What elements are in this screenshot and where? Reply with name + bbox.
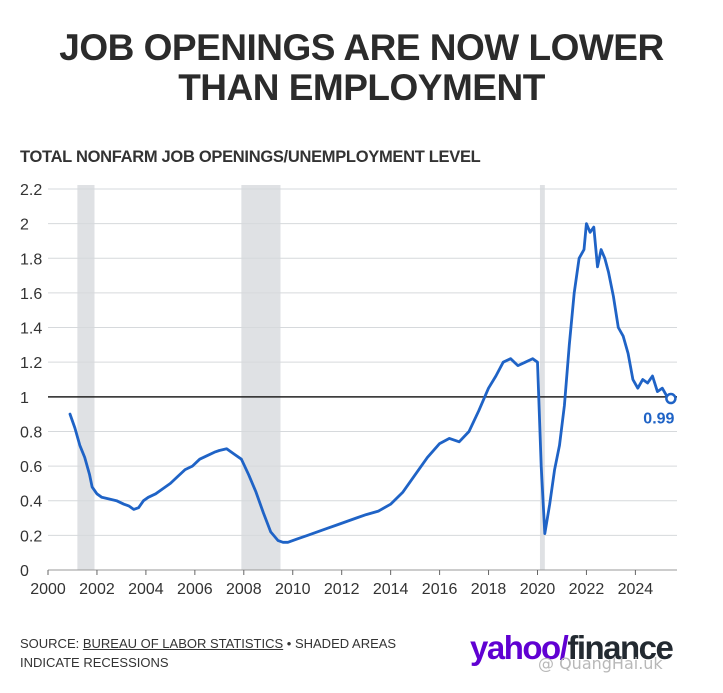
x-tick-label: 2004: [128, 581, 164, 598]
source-line-2: INDICATE RECESSIONS: [20, 655, 169, 670]
chart-subtitle: TOTAL NONFARM JOB OPENINGS/UNEMPLOYMENT …: [20, 148, 481, 166]
source-link[interactable]: BUREAU OF LABOR STATISTICS: [82, 636, 284, 651]
logo-yahoo: yahoo/: [470, 629, 569, 666]
title-line-2: THAN EMPLOYMENT: [178, 67, 545, 108]
y-tick-label: 0.8: [20, 424, 42, 441]
x-tick-label: 2024: [618, 581, 654, 598]
y-tick-label: 0: [20, 563, 29, 580]
x-tick-label: 2020: [520, 581, 556, 598]
y-tick-label: 2: [20, 217, 29, 234]
watermark: @ QuangHai.uk: [538, 654, 663, 673]
y-tick-label: 1: [20, 390, 29, 407]
y-tick-label: 0.4: [20, 494, 42, 511]
yahoo-finance-logo: yahoo/finance: [470, 628, 674, 668]
logo-finance: finance: [567, 629, 674, 666]
y-tick-label: 1.8: [20, 251, 42, 268]
end-point-marker: [665, 392, 677, 405]
y-tick-label: 0.6: [20, 459, 42, 476]
source-note: SOURCE: BUREAU OF LABOR STATISTICS • SHA…: [20, 634, 396, 672]
recession-band: [241, 185, 281, 570]
y-tick-label: 1.4: [20, 321, 42, 338]
x-tick-label: 2014: [373, 581, 409, 598]
x-tick-label: 2008: [226, 581, 262, 598]
x-tick-label: 2018: [471, 581, 507, 598]
y-tick-label: 1.2: [20, 355, 42, 372]
y-tick-label: 0.2: [20, 528, 42, 545]
source-prefix: SOURCE:: [20, 636, 83, 651]
x-tick-label: 2000: [30, 581, 66, 598]
x-tick-label: 2016: [422, 581, 458, 598]
end-value-label: 0.99: [643, 411, 674, 428]
title-line-1: JOB OPENINGS ARE NOW LOWER: [59, 27, 664, 68]
recession-band: [539, 185, 545, 570]
x-tick-label: 2002: [79, 581, 115, 598]
chart-title: JOB OPENINGS ARE NOW LOWER THAN EMPLOYME…: [0, 28, 723, 108]
x-tick-label: 2012: [324, 581, 360, 598]
x-tick-label: 2010: [275, 581, 311, 598]
recession-band: [77, 185, 95, 570]
x-tick-label: 2006: [177, 581, 213, 598]
y-tick-label: 1.6: [20, 286, 42, 303]
source-suffix: • SHADED AREAS: [283, 636, 397, 651]
series-line: [68, 222, 673, 544]
x-tick-label: 2022: [569, 581, 605, 598]
y-tick-label: 2.2: [20, 182, 42, 199]
